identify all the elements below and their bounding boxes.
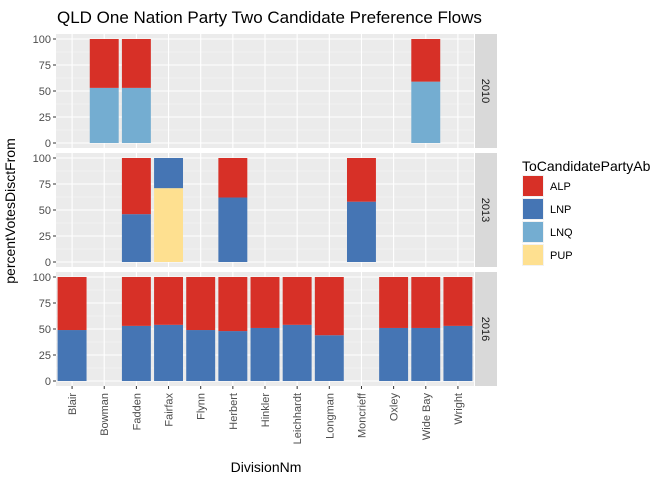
y-tick-label: 75 [39,298,51,310]
x-tick-label: Flynn [196,393,208,420]
bar-segment-fadden-lnp [121,325,151,381]
bar-segment-moncrieff-alp [346,158,376,202]
y-tick-label: 25 [39,350,51,362]
y-tick-label: 100 [33,153,51,165]
bar-segment-bowman-alp [89,39,119,88]
facet-panel-2016: 0 25 50 75 100 2016 [33,272,497,388]
bar-segment-fairfax-lnp [154,158,184,189]
facet-strip [475,153,497,267]
facet-strip-label: 2013 [479,198,491,222]
bar-segment-hinkler-lnp [250,327,280,381]
x-tick-label: Longman [324,393,336,439]
bar-segment-fairfax-alp [154,277,184,325]
y-tick-label: 100 [33,272,51,284]
facet-strip-label: 2010 [479,79,491,103]
chart-title: QLD One Nation Party Two Candidate Prefe… [57,8,482,27]
facet-panel-2013: 0 25 50 75 100 2013 [33,153,497,269]
y-tick-label: 0 [45,138,51,150]
y-tick-label: 100 [33,34,51,46]
bar-segment-blair-lnp [57,330,87,381]
bar-segment-wide-bay-lnq [411,81,441,143]
legend-label-lnq: LNQ [550,227,573,239]
bar-segment-fadden-alp [121,158,151,215]
legend-label-alp: ALP [550,181,571,193]
legend-swatch-lnq [523,222,543,242]
x-tick-label: Wright [453,393,465,425]
x-tick-label: Herbert [228,393,240,430]
legend-label-pup: PUP [550,250,573,262]
x-tick-label: Bowman [99,393,111,436]
bar-segment-herbert-alp [218,277,248,332]
y-tick-label: 75 [39,179,51,191]
bar-segment-moncrieff-lnp [346,201,376,262]
bar-segment-oxley-alp [379,277,409,328]
legend-title: ToCandidatePartyAb [522,158,651,174]
bar-segment-oxley-lnp [379,327,409,381]
bar-segment-fadden-lnp [121,214,151,262]
bar-segment-herbert-lnp [218,331,248,381]
y-axis-title: percentVotesDisctFrom [2,138,18,284]
bar-segment-blair-alp [57,277,87,331]
facet-panel-2010: 0 25 50 75 100 2010 [33,34,497,150]
x-tick-label: Wide Bay [421,393,433,441]
bar-segment-herbert-lnp [218,197,248,262]
y-tick-label: 0 [45,376,51,388]
bar-segment-fairfax-pup [154,188,184,262]
facet-panels: 0 25 50 75 100 2010 0 25 50 75 100 2013 0 25 50 75 100 20… [33,34,497,388]
legend-swatch-pup [523,245,543,265]
bar-segment-fadden-alp [121,39,151,88]
bar-segment-wide-bay-alp [411,277,441,328]
x-axis-title: DivisionNm [231,459,302,475]
bar-segment-leichhardt-alp [282,277,312,325]
x-tick-label: Fairfax [164,393,176,427]
y-tick-label: 25 [39,112,51,124]
legend-swatch-alp [523,176,543,196]
y-tick-label: 50 [39,86,51,98]
bar-segment-hinkler-alp [250,277,280,328]
legend: ToCandidatePartyAb ALP LNP LNQ PUP [522,158,651,266]
bar-segment-herbert-alp [218,158,248,198]
bar-segment-leichhardt-lnp [282,324,312,381]
facet-strip [475,272,497,386]
bar-segment-flynn-alp [186,277,216,331]
x-tick-label: Oxley [389,393,401,422]
x-tick-label: Fadden [131,393,143,430]
bar-segment-wright-lnp [443,325,473,381]
y-tick-label: 50 [39,324,51,336]
y-tick-label: 75 [39,60,51,72]
y-tick-label: 50 [39,205,51,217]
bar-segment-wright-alp [443,277,473,326]
x-tick-label: Hinkler [260,393,272,428]
facet-strip [475,34,497,148]
y-tick-label: 25 [39,231,51,243]
x-tick-label: Blair [67,393,79,415]
bar-segment-wide-bay-lnp [411,327,441,381]
bar-segment-flynn-lnp [186,330,216,381]
legend-label-lnp: LNP [550,204,571,216]
facet-strip-label: 2016 [479,317,491,341]
bar-segment-longman-lnp [314,335,344,381]
bar-segment-wide-bay-alp [411,39,441,82]
x-tick-labels: Blair Bowman Fadden Fairfax Flynn Herbert Hink… [67,386,465,444]
x-tick-label: Moncrieff [356,392,368,438]
bar-segment-fadden-lnq [121,87,151,143]
legend-swatch-lnp [523,199,543,219]
x-tick-label: Leichhardt [292,393,304,444]
bar-segment-fadden-alp [121,277,151,326]
bar-segment-bowman-lnq [89,87,119,143]
bar-segment-fairfax-lnp [154,324,184,381]
bar-segment-longman-alp [314,277,344,336]
y-tick-label: 0 [45,257,51,269]
